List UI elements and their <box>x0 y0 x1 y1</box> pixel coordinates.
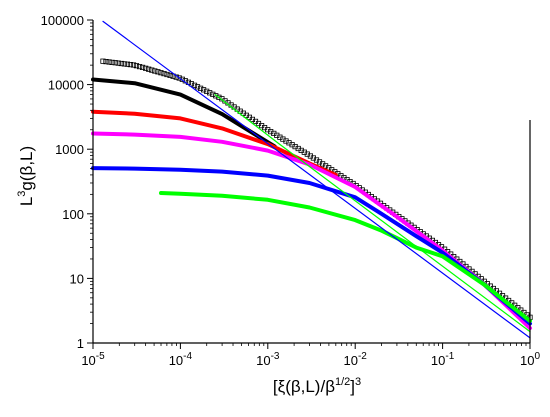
series-0-marker <box>176 75 182 81</box>
series-1-line <box>91 77 277 149</box>
chart-marks <box>91 20 533 339</box>
series-0-marker <box>127 62 133 68</box>
series-0-marker <box>130 62 137 68</box>
series-0-marker <box>207 90 213 96</box>
y-tick-label: 100 <box>62 207 84 222</box>
series-0-marker <box>179 76 185 82</box>
series-0-marker <box>197 85 204 91</box>
series-5-line <box>159 191 532 323</box>
series-0-marker <box>210 91 216 97</box>
series-0-marker <box>188 81 194 87</box>
series-0-marker <box>109 59 115 66</box>
x-tick-label: 100 <box>520 351 540 368</box>
series-4-line <box>91 166 532 326</box>
y-axis-label: L3g(β,L) <box>16 146 36 206</box>
x-tick-label: 10-2 <box>344 351 368 368</box>
x-tick-label: 10-1 <box>431 351 455 368</box>
x-tick-label: 10-3 <box>256 351 280 368</box>
series-0-marker <box>155 69 161 75</box>
y-tick-label: 100000 <box>41 13 84 28</box>
series-6-line <box>102 20 531 339</box>
y-tick-label: 1 <box>77 336 84 351</box>
series-0-marker <box>112 60 118 66</box>
chart-ticks: 10-5 10-4 10-3 10-2 10-1 100 1 10 100 1000 10000 10… <box>41 13 541 368</box>
series-0-marker <box>161 71 167 77</box>
series-7-line <box>214 94 531 333</box>
series-0-marker <box>216 94 222 100</box>
series-0-marker <box>200 87 207 93</box>
series-0-marker <box>146 66 152 72</box>
series-0-marker <box>164 71 170 78</box>
y-tick-label: 10 <box>70 271 84 286</box>
series-0-marker <box>103 59 109 65</box>
series-0-marker <box>158 70 164 76</box>
x-axis-label: [ξ(β,L)/β1/2]3 <box>273 376 361 396</box>
x-tick-label: 10-4 <box>169 351 193 368</box>
series-0-marker <box>204 88 210 94</box>
x-tick-label: 10-5 <box>81 351 105 368</box>
series-0-marker <box>124 61 130 67</box>
series-2-line <box>91 109 338 177</box>
series-0-marker <box>136 64 143 70</box>
chart-axes <box>92 20 531 344</box>
y-tick-label: 1000 <box>55 142 84 157</box>
series-0-marker <box>118 60 124 67</box>
y-tick-label: 10000 <box>48 78 84 93</box>
series-0-marker <box>191 82 198 88</box>
series-0-marker <box>133 63 140 69</box>
series-0-marker <box>115 60 121 66</box>
series-0-marker <box>121 61 127 67</box>
series-0-marker <box>194 84 201 90</box>
series-0-marker <box>106 59 112 65</box>
series-0-marker <box>100 58 106 64</box>
series-0-marker <box>167 72 173 78</box>
series-0-marker <box>152 68 158 74</box>
series-0-marker <box>213 93 219 99</box>
series-0-marker <box>139 64 146 70</box>
series-0-marker <box>143 65 149 71</box>
series-0-markers <box>100 58 533 320</box>
series-0-marker <box>149 67 155 73</box>
